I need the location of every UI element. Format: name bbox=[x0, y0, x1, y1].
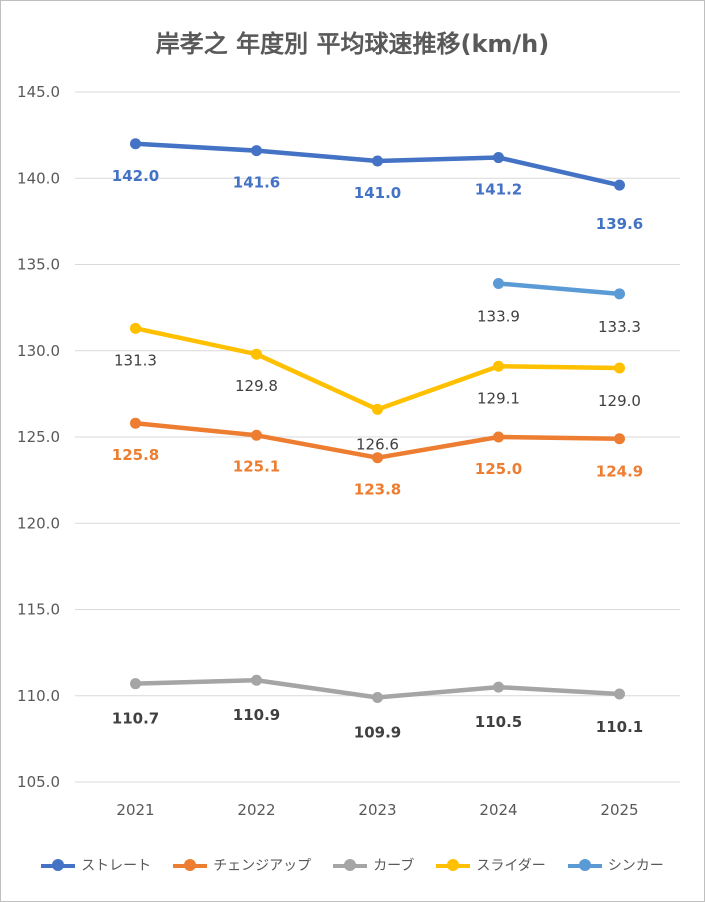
data-point bbox=[493, 681, 504, 693]
data-point bbox=[372, 403, 383, 415]
legend-item: シンカー bbox=[567, 855, 664, 875]
data-point bbox=[130, 417, 141, 429]
y-tick-label: 130.0 bbox=[17, 342, 60, 360]
data-label: 126.6 bbox=[356, 435, 399, 453]
data-point bbox=[251, 145, 262, 157]
data-point bbox=[614, 433, 625, 445]
y-tick-label: 140.0 bbox=[17, 169, 60, 187]
data-label: 129.0 bbox=[598, 392, 641, 410]
data-label: 141.0 bbox=[354, 184, 401, 202]
data-point bbox=[614, 688, 625, 700]
data-label: 133.3 bbox=[598, 318, 641, 336]
data-label: 141.2 bbox=[475, 181, 522, 199]
x-tick-label: 2025 bbox=[600, 801, 638, 819]
legend-label: チェンジアップ bbox=[213, 858, 312, 874]
data-point bbox=[130, 322, 141, 334]
legend-swatch bbox=[41, 859, 76, 871]
data-point bbox=[130, 678, 141, 690]
data-label: 110.5 bbox=[475, 713, 522, 731]
data-label: 125.1 bbox=[233, 457, 280, 475]
data-label: 141.6 bbox=[233, 174, 280, 192]
data-point bbox=[130, 138, 141, 150]
y-tick-label: 125.0 bbox=[17, 428, 60, 446]
legend-label: ストレート bbox=[81, 858, 152, 874]
x-tick-label: 2023 bbox=[358, 801, 396, 819]
chart-title: 岸孝之 年度別 平均球速推移(km/h) bbox=[155, 30, 550, 58]
data-label: 124.9 bbox=[596, 463, 643, 481]
legend-item: チェンジアップ bbox=[173, 855, 311, 875]
data-label: 110.1 bbox=[596, 718, 643, 736]
data-point bbox=[493, 431, 504, 443]
data-label: 123.8 bbox=[354, 481, 401, 499]
data-point bbox=[372, 691, 383, 703]
data-label: 131.3 bbox=[114, 351, 157, 369]
legend-item: スライダー bbox=[436, 855, 546, 875]
data-label: 110.9 bbox=[233, 706, 280, 724]
legend-item: ストレート bbox=[41, 855, 151, 875]
x-tick-label: 2022 bbox=[237, 801, 275, 819]
chart-legend: ストレート チェンジアップ カーブ スライダー シンカー bbox=[0, 855, 705, 875]
y-tick-label: 115.0 bbox=[17, 601, 60, 619]
data-point bbox=[372, 155, 383, 167]
data-label: 110.7 bbox=[112, 710, 159, 728]
legend-label: シンカー bbox=[607, 858, 664, 874]
data-point bbox=[251, 429, 262, 441]
y-tick-label: 135.0 bbox=[17, 256, 60, 274]
data-point bbox=[614, 288, 625, 300]
data-label: 133.9 bbox=[477, 307, 520, 325]
y-tick-label: 110.0 bbox=[17, 687, 60, 705]
data-point bbox=[493, 360, 504, 372]
y-tick-label: 105.0 bbox=[17, 773, 60, 791]
legend-swatch bbox=[333, 859, 368, 871]
data-label: 129.8 bbox=[235, 377, 278, 395]
y-tick-label: 145.0 bbox=[17, 83, 60, 101]
legend-swatch bbox=[173, 859, 208, 871]
legend-label: カーブ bbox=[373, 858, 415, 874]
data-label: 125.8 bbox=[112, 446, 159, 464]
series-line bbox=[133, 326, 622, 412]
legend-item: カーブ bbox=[333, 855, 414, 875]
data-label: 125.0 bbox=[475, 460, 522, 478]
data-label: 139.6 bbox=[596, 215, 643, 233]
data-point bbox=[614, 362, 625, 374]
data-label: 142.0 bbox=[112, 167, 159, 185]
series-line bbox=[496, 281, 622, 297]
data-point bbox=[372, 452, 383, 464]
data-point bbox=[493, 152, 504, 164]
x-tick-label: 2024 bbox=[479, 801, 517, 819]
legend-label: スライダー bbox=[476, 858, 546, 874]
data-point bbox=[614, 179, 625, 191]
data-point bbox=[251, 348, 262, 360]
x-tick-label: 2021 bbox=[116, 801, 154, 819]
data-point bbox=[251, 674, 262, 686]
legend-swatch bbox=[436, 859, 471, 871]
data-point bbox=[493, 277, 504, 289]
y-tick-label: 120.0 bbox=[17, 514, 60, 532]
data-label: 109.9 bbox=[354, 723, 401, 741]
data-label: 129.1 bbox=[477, 389, 520, 407]
legend-swatch bbox=[567, 859, 602, 871]
